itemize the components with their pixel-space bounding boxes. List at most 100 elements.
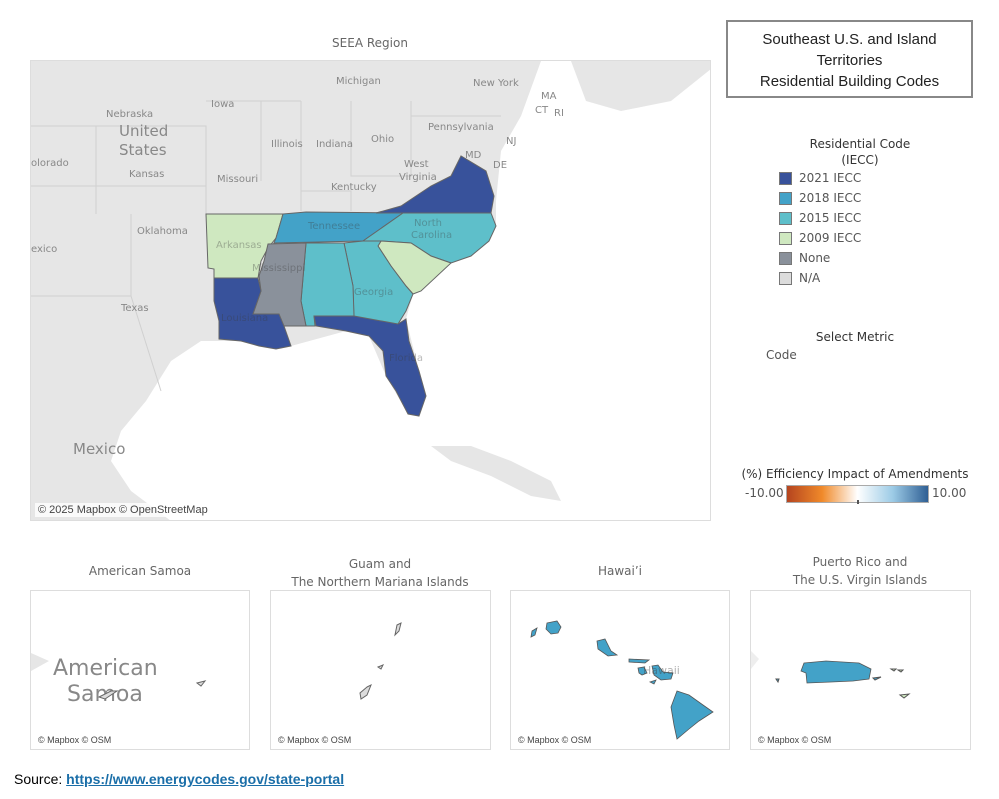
island-guam[interactable] <box>359 683 372 700</box>
svg-text:CT: CT <box>535 105 549 116</box>
source-link[interactable]: https://www.energycodes.gov/state-portal <box>66 771 345 787</box>
svg-text:Mississippi: Mississippi <box>252 263 305 274</box>
inset-title-puerto-rico: Puerto Rico and The U.S. Virgin Islands <box>750 553 970 589</box>
gradient-max: 10.00 <box>932 486 967 500</box>
state-shapes <box>205 155 497 417</box>
svg-text:North: North <box>414 218 442 229</box>
inset-title-line: Puerto Rico and <box>812 555 908 569</box>
svg-text:Oklahoma: Oklahoma <box>137 226 188 237</box>
main-map-svg[interactable]: Nebraska United States Kansas Oklahoma T… <box>31 61 710 520</box>
select-metric-value[interactable]: Code <box>766 348 797 362</box>
island-mona[interactable] <box>775 678 780 684</box>
island-puerto-rico[interactable] <box>800 660 872 684</box>
code-legend: Residential Code (IECC) 2021 IECC 2018 IE… <box>760 136 950 288</box>
svg-text:Florida: Florida <box>389 353 423 364</box>
inset-title-line: The U.S. Virgin Islands <box>792 573 928 587</box>
legend-item[interactable]: N/A <box>779 268 950 288</box>
svg-text:MD: MD <box>465 150 482 161</box>
svg-text:Michigan: Michigan <box>336 76 381 87</box>
gradient-bar <box>786 485 929 504</box>
svg-text:States: States <box>119 141 167 159</box>
svg-text:DE: DE <box>493 160 507 171</box>
state-alabama[interactable] <box>300 242 355 327</box>
island-hawaii[interactable] <box>670 690 714 740</box>
legend-item[interactable]: 2018 IECC <box>779 188 950 208</box>
legend-label: 2018 IECC <box>799 191 862 205</box>
inset-title-american-samoa: American Samoa <box>88 564 192 578</box>
background-borders <box>31 100 501 392</box>
title-line: Southeast U.S. and Island <box>762 31 937 48</box>
state-virginia[interactable] <box>375 155 495 214</box>
legend-label: N/A <box>799 271 821 285</box>
svg-text:Iowa: Iowa <box>211 99 234 110</box>
svg-text:Kentucky: Kentucky <box>331 182 377 193</box>
svg-text:Indiana: Indiana <box>316 139 353 150</box>
island-tutuila[interactable] <box>97 690 119 700</box>
legend-label: 2009 IECC <box>799 231 862 245</box>
map-label: Hawaii <box>643 664 680 677</box>
island-st-thomas[interactable] <box>889 668 898 672</box>
island-vieques[interactable] <box>871 676 882 681</box>
island-manua[interactable] <box>195 680 207 687</box>
svg-text:Louisiana: Louisiana <box>221 313 268 324</box>
svg-text:olorado: olorado <box>31 158 69 169</box>
map-attribution[interactable]: © Mapbox © OSM <box>275 734 355 746</box>
legend-title: (IECC) <box>841 153 879 167</box>
inset-title-hawaii: Hawai’i <box>597 564 643 578</box>
background-labels: Nebraska United States Kansas Oklahoma T… <box>31 76 564 458</box>
svg-text:Pennsylvania: Pennsylvania <box>428 122 494 133</box>
svg-text:Georgia: Georgia <box>354 287 393 298</box>
inset-title-line: The Northern Mariana Islands <box>291 575 469 589</box>
svg-text:Carolina: Carolina <box>411 230 452 241</box>
legend-item[interactable]: None <box>779 248 950 268</box>
svg-text:MA: MA <box>541 91 557 102</box>
svg-text:Arkansas: Arkansas <box>216 240 262 251</box>
inset-map-puerto-rico[interactable]: © Mapbox © OSM <box>750 590 971 750</box>
map-attribution[interactable]: © 2025 Mapbox © OpenStreetMap <box>35 503 211 517</box>
land-cuba <box>431 446 561 501</box>
legend-label: 2021 IECC <box>799 171 862 185</box>
select-metric-title: Select Metric <box>815 330 895 344</box>
island-st-john[interactable] <box>896 669 905 673</box>
svg-text:NJ: NJ <box>506 136 516 147</box>
gradient-midpoint-marker <box>857 500 859 504</box>
inset-map-american-samoa[interactable]: American Samoa © Mapbox © OSM <box>30 590 250 750</box>
map-attribution[interactable]: © Mapbox © OSM <box>755 734 835 746</box>
inset-map-hawaii[interactable]: Hawaii © Mapbox © OSM <box>510 590 730 750</box>
svg-text:Ohio: Ohio <box>371 134 394 145</box>
svg-text:exico: exico <box>31 244 57 255</box>
island-kahoolawe[interactable] <box>648 679 657 685</box>
island-saipan[interactable] <box>394 622 402 637</box>
island-kauai[interactable] <box>545 620 562 635</box>
map-attribution[interactable]: © Mapbox © OSM <box>515 734 595 746</box>
state-labels: Arkansas Tennessee North Carolina Missis… <box>216 218 452 364</box>
map-attribution[interactable]: © Mapbox © OSM <box>35 734 115 746</box>
state-louisiana[interactable] <box>213 277 292 350</box>
land-northeast <box>571 61 710 111</box>
source-note: Source: https://www.energycodes.gov/stat… <box>14 771 344 787</box>
main-map[interactable]: Nebraska United States Kansas Oklahoma T… <box>30 60 711 521</box>
state-florida[interactable] <box>313 315 427 417</box>
legend-swatch <box>779 231 792 245</box>
title-line: Territories <box>816 52 883 69</box>
island-niihau[interactable] <box>530 627 538 638</box>
svg-text:West: West <box>404 159 429 170</box>
legend-item[interactable]: 2021 IECC <box>779 168 950 188</box>
legend-item[interactable]: 2009 IECC <box>779 228 950 248</box>
island-molokai[interactable] <box>628 658 651 664</box>
legend-title: Residential Code <box>809 137 911 151</box>
island-oahu[interactable] <box>596 638 619 657</box>
gradient-min: -10.00 <box>745 486 784 500</box>
legend-label: None <box>799 251 831 265</box>
legend-item[interactable]: 2015 IECC <box>779 208 950 228</box>
svg-text:Virginia: Virginia <box>399 172 437 183</box>
legend-swatch <box>779 171 792 185</box>
island-st-croix[interactable] <box>898 693 911 699</box>
svg-text:Mexico: Mexico <box>73 440 125 458</box>
island-rota[interactable] <box>376 664 385 670</box>
island-maui[interactable] <box>651 664 674 681</box>
inset-map-guam[interactable]: © Mapbox © OSM <box>270 590 491 750</box>
svg-text:New York: New York <box>473 78 519 89</box>
island-lanai[interactable] <box>637 666 648 676</box>
svg-text:Tennessee: Tennessee <box>307 221 360 232</box>
